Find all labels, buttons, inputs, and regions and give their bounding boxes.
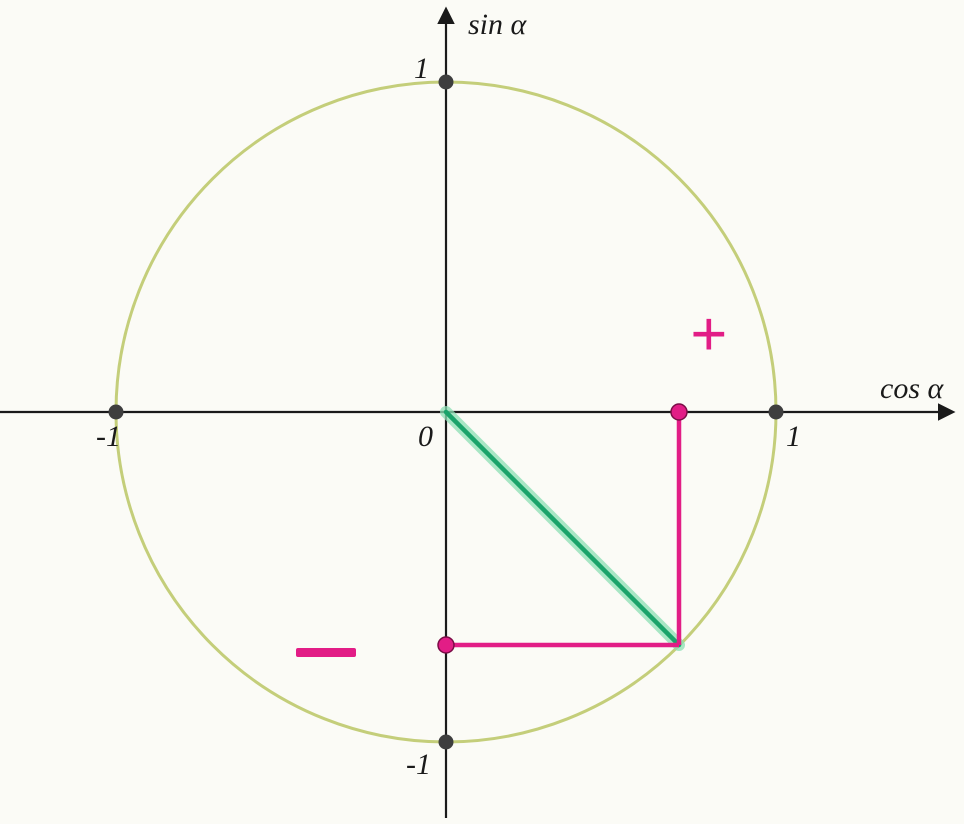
origin-label: 0 [418, 420, 433, 454]
diagram-svg [0, 0, 964, 824]
tick-y-neg: -1 [406, 748, 431, 782]
y-axis-label: sin α [468, 8, 526, 42]
minus-sign [296, 648, 356, 657]
plus-sign: + [690, 302, 728, 368]
tick-x-neg: -1 [96, 420, 121, 454]
tick-dot-y-neg [439, 735, 454, 750]
tick-dot-y-pos [439, 75, 454, 90]
unit-circle-diagram: sin α cos α 0 1 -1 1 -1 + [0, 0, 964, 824]
tick-dot-x-pos [769, 405, 784, 420]
tick-y-pos: 1 [414, 52, 429, 86]
x-axis-label: cos α [880, 372, 943, 406]
tick-x-pos: 1 [786, 420, 801, 454]
radius-line [446, 412, 679, 645]
proj-dot-on-y-axis [438, 637, 454, 653]
tick-dot-x-neg [109, 405, 124, 420]
proj-dot-on-x-axis [671, 404, 687, 420]
